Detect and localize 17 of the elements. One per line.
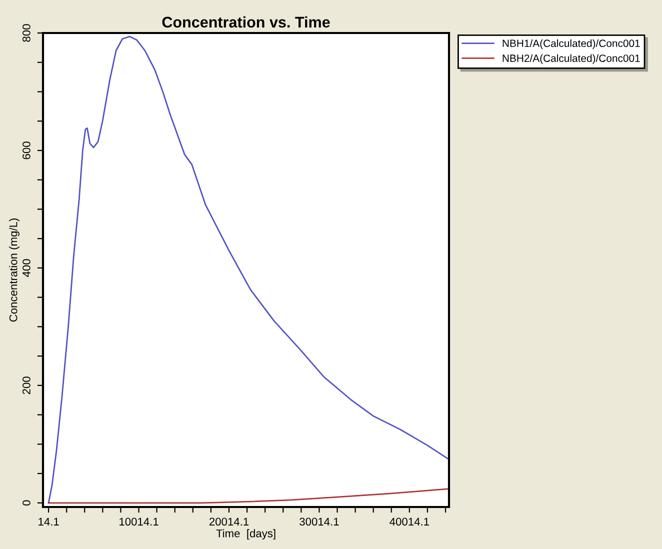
- x-tick-label: 30014.1: [300, 518, 339, 526]
- line-series: [48, 36, 449, 504]
- x-axis-title: Time [days]: [216, 529, 276, 540]
- x-tick-label: 10014.1: [120, 518, 158, 526]
- x-tick-label: 40014.1: [390, 518, 429, 526]
- y-tick-label: 200: [22, 376, 30, 394]
- chart-title: Concentration vs. Time: [162, 16, 330, 28]
- y-axis-title: Concentration (mg/L): [9, 218, 20, 322]
- line-series: [48, 488, 449, 504]
- y-tick-label: 600: [22, 142, 30, 160]
- legend-label: NBH2/A(Calculated)/Conc001: [502, 54, 640, 64]
- y-tick-label: 400: [22, 259, 30, 277]
- x-tick-label: 14.1: [38, 518, 59, 526]
- y-tick-label: 0: [22, 500, 30, 506]
- y-tick-label: 800: [22, 24, 30, 42]
- legend-label: NBH1/A(Calculated)/Conc001: [502, 39, 640, 50]
- x-tick-label: 20014.1: [209, 518, 249, 526]
